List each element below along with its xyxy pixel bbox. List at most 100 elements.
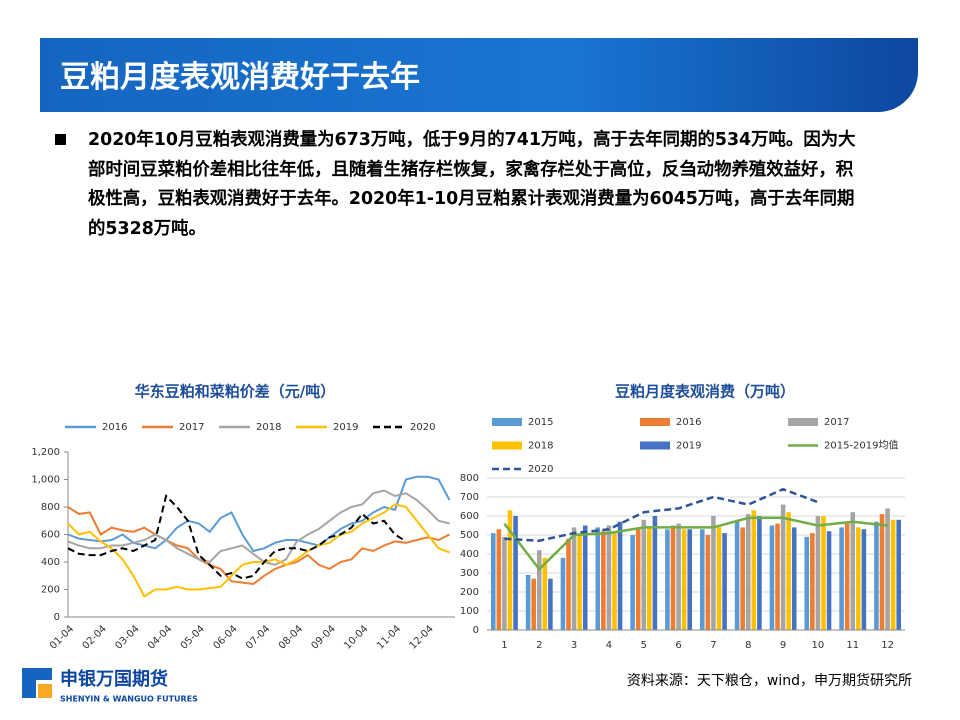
y-tick-label: 200 [460,587,479,598]
legend-swatch [640,418,670,426]
series-line [67,475,451,553]
bar [560,557,566,630]
x-tick-label: 7 [710,640,716,651]
bar [850,512,856,630]
chart-title: 豆粕月度表观消费（万吨） [615,383,795,401]
x-tick-label: 12-04 [408,623,436,651]
legend-label: 2018 [256,422,281,433]
x-tick-label: 09-04 [310,623,338,651]
series-line [503,516,888,572]
legend-swatch [492,418,522,426]
bar [826,531,832,630]
x-tick-label: 4 [606,640,612,651]
series-line [67,489,450,566]
x-tick-label: 8 [745,640,751,651]
legend-swatch [788,418,818,426]
bar [687,529,693,630]
x-tick-label: 08-04 [277,623,305,651]
logo-name: 申银万国期货 [60,668,168,690]
bar [716,527,722,630]
series-line [67,506,450,586]
paragraph: 2020年10月豆粕表观消费量为673万吨，低于9月的741万吨，高于去年同期的… [88,130,856,239]
y-tick-label: 500 [460,530,479,541]
bar [839,527,844,630]
legend-label: 2015-2019均值 [824,439,899,452]
legend-label: 2020 [410,422,435,433]
y-tick-label: 800 [460,473,479,484]
bar [821,516,826,630]
bar [861,529,867,630]
x-tick-label: 9 [780,640,786,651]
bar [757,516,762,630]
y-tick-label: 1,200 [31,447,60,458]
bar [780,504,786,630]
bar [617,521,623,630]
bar [490,533,496,630]
bar [582,525,588,630]
chart-title: 华东豆粕和菜粕价差（元/吨） [135,383,335,401]
title-banner [40,38,918,112]
x-tick-label: 06-04 [211,623,239,651]
series-line [504,487,819,542]
bar [630,535,635,630]
bar [542,557,548,630]
bar [775,523,780,630]
y-tick-label: 400 [460,549,479,560]
bar [681,529,687,630]
bar [890,519,896,630]
slide-title: 豆粕月度表观消费好于去年 [60,60,420,95]
bar [711,516,716,630]
legend-label: 2016 [102,422,127,433]
bar [652,516,658,630]
legend-label: 2017 [179,422,204,433]
x-tick-label: 10 [812,640,825,651]
x-tick-label: 10-04 [342,623,370,651]
bar [496,529,502,630]
bar [844,523,850,630]
y-tick-label: 800 [41,502,60,513]
bar [665,529,670,630]
y-tick-label: 200 [41,585,60,596]
bar [513,516,518,630]
x-tick-label: 12 [881,640,894,651]
bar [502,536,507,630]
bar [786,512,791,630]
y-tick-label: 600 [41,530,60,541]
legend-label: 2019 [676,441,701,452]
x-tick-label: 3 [571,640,577,651]
y-tick-label: 0 [54,612,60,623]
bar [548,578,553,630]
legend-label: 2020 [528,464,553,475]
bar [815,516,821,630]
bar [740,527,745,630]
bar [612,533,617,630]
series-line [67,503,450,598]
legend-label: 2016 [676,417,701,428]
logo-shape [22,668,52,680]
bar [647,527,652,630]
x-tick-label: 07-04 [244,623,272,651]
bar [507,510,513,630]
x-tick-label: 01-04 [48,623,76,651]
logo-shape [38,684,52,698]
y-tick-label: 300 [460,568,479,579]
x-tick-label: 05-04 [179,623,207,651]
bar [885,508,890,630]
x-tick-label: 03-04 [113,623,141,651]
series-line [67,494,407,580]
y-tick-label: 400 [41,557,60,568]
bar [525,574,531,630]
bar [722,533,727,630]
bar [676,523,681,630]
bar [670,525,676,630]
logo-icon [22,668,52,698]
x-tick-label: 1 [501,640,507,651]
x-tick-label: 6 [675,640,681,651]
bar [745,514,751,630]
x-tick-label: 02-04 [81,623,109,651]
legend-label: 2018 [528,441,553,452]
bar [577,533,582,630]
bar [734,521,740,630]
